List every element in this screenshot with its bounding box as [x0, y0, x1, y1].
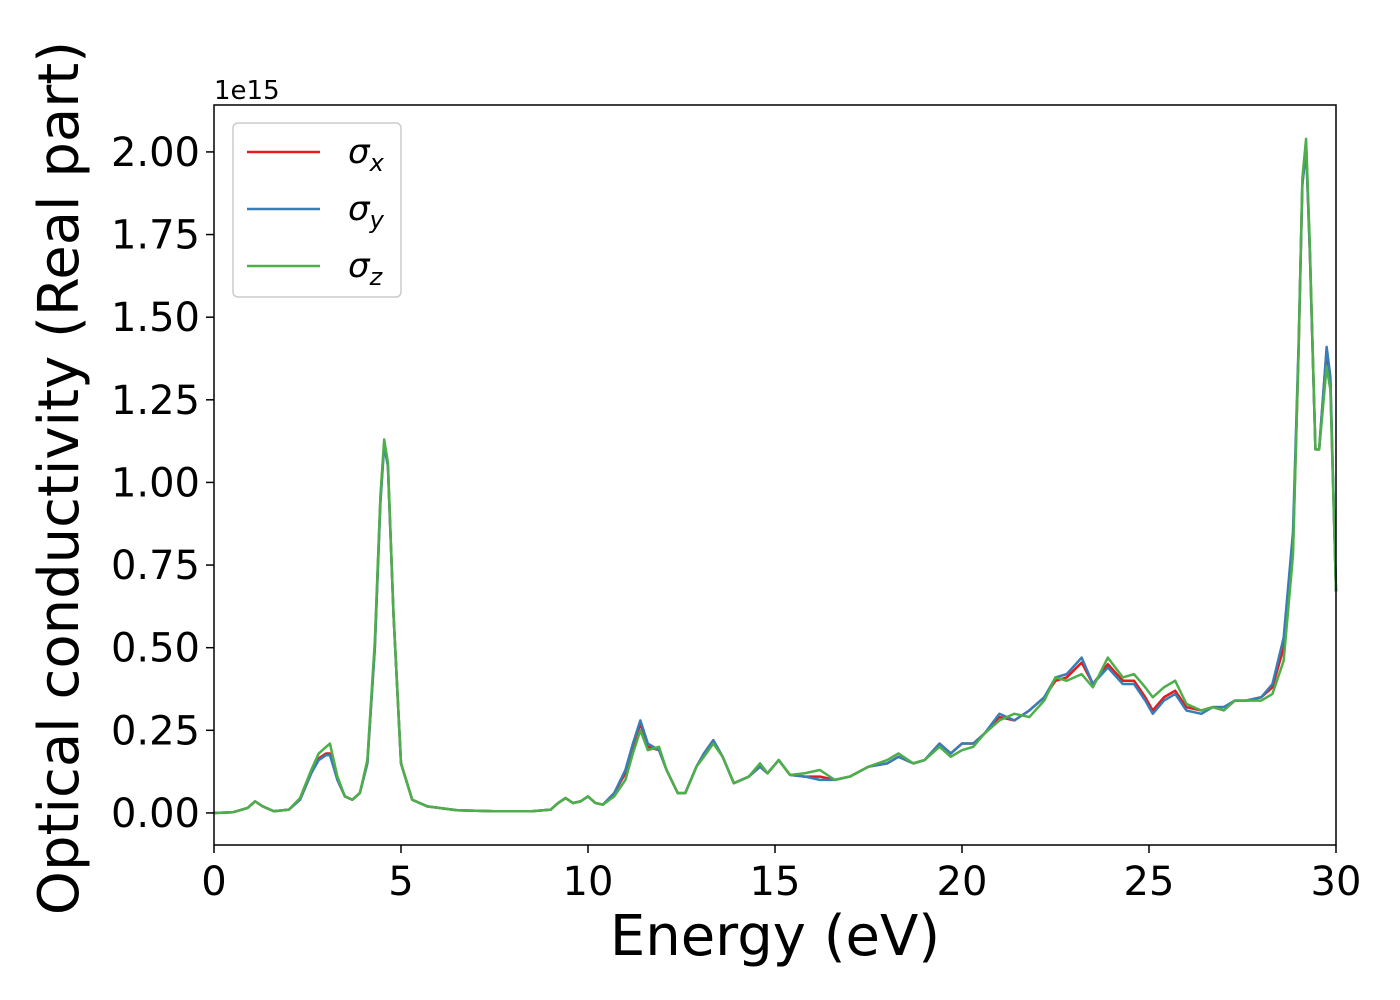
x-tick-label: 15	[750, 859, 801, 905]
y-tick-label: 1.25	[111, 378, 200, 424]
legend-label: σz	[348, 246, 384, 291]
x-tick-label: 0	[201, 859, 226, 905]
x-axis-label: Energy (eV)	[610, 904, 940, 969]
y-tick-label: 0.75	[111, 543, 200, 589]
y-tick-label: 1.75	[111, 213, 200, 259]
y-tick-label: 0.50	[111, 626, 200, 672]
x-tick-label: 25	[1124, 859, 1175, 905]
plot-frame	[213, 104, 1337, 846]
x-tick-label: 20	[937, 859, 988, 905]
legend-label: σy	[348, 189, 385, 234]
legend-label: σx	[348, 132, 385, 177]
y-tick-label: 1.00	[111, 460, 200, 506]
y-offset-label: 1e15	[214, 76, 280, 106]
y-tick-label: 0.25	[111, 708, 200, 754]
y-tick-label: 2.00	[111, 130, 200, 176]
x-tick-label: 5	[388, 859, 413, 905]
x-tick-label: 10	[563, 859, 614, 905]
y-axis-label: Optical conductivity (Real part)	[27, 41, 92, 915]
series-line	[213, 137, 1338, 815]
y-tick-label: 0.00	[111, 791, 200, 837]
y-tick-label: 1.50	[111, 295, 200, 341]
x-tick-label: 30	[1311, 859, 1362, 905]
